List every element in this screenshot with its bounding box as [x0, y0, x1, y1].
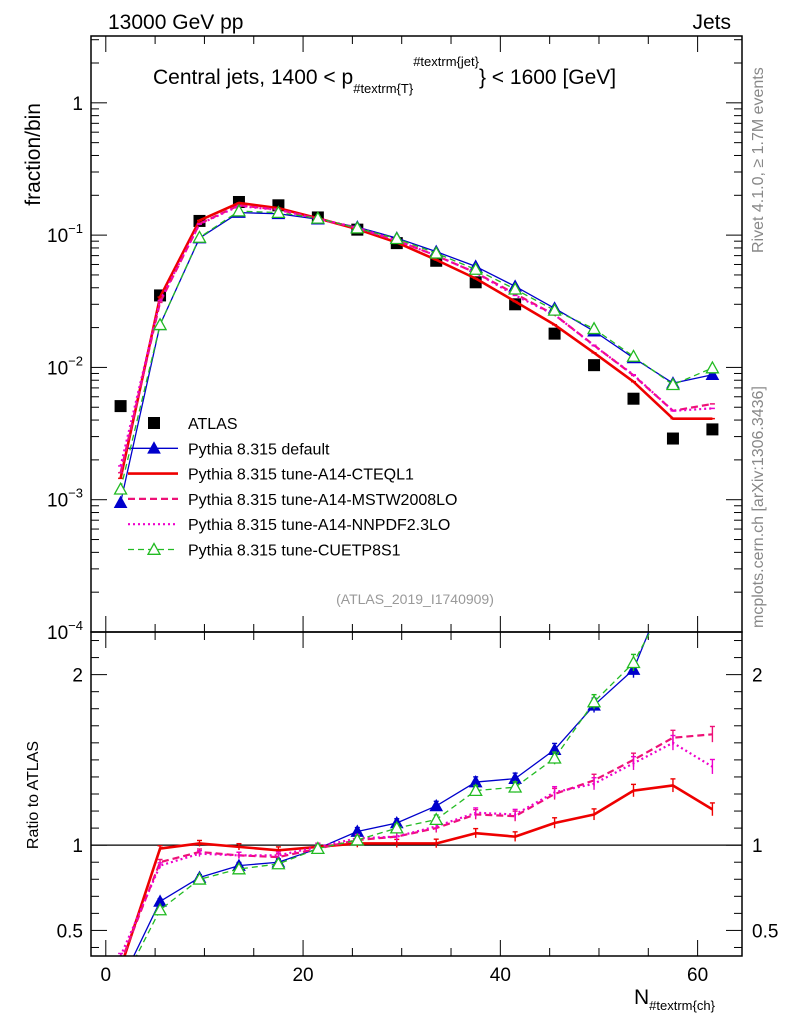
cuetp-ratio-marker — [192, 871, 207, 885]
atlas-data-point — [114, 400, 127, 413]
cuetp-marker — [468, 262, 483, 275]
side-label-top: Rivet 4.1.0, ≥ 1.7M events — [750, 67, 767, 253]
cuetp-marker — [192, 230, 207, 243]
legend-label: Pythia 8.315 tune-CUETP8S1 — [188, 543, 401, 560]
cuetp-marker — [231, 203, 247, 217]
x-tick-label: 20 — [292, 965, 313, 986]
legend-marker — [147, 441, 161, 454]
plot-title: Central jets, 1400 < p#textrm{T}#textrm{… — [153, 54, 616, 96]
cuetp-ratio-marker — [231, 861, 247, 875]
cuetp-marker — [429, 245, 444, 259]
nnpdf-ratio-curve — [119, 741, 713, 956]
cuetp-marker — [113, 481, 128, 495]
y-tick-label: 10−1 — [47, 221, 83, 247]
legend-item-nnpdf: Pythia 8.315 tune-A14-NNPDF2.3LO — [128, 517, 450, 534]
legend-swatch — [148, 417, 160, 429]
ratio-panel: Ratio to ATLAS 0.5 0.5 1 1 2 2 0 20 40 60 N#text… — [25, 36, 778, 1013]
y-tick-label: 1 — [72, 94, 83, 115]
ratio-y-tick-label: 1 — [72, 836, 83, 857]
ratio-y-tick-label-right: 1 — [752, 836, 763, 857]
legend-item-atlas: ATLAS — [148, 416, 238, 433]
ratio-y-axis: 0.5 0.5 1 1 2 2 — [57, 640, 778, 948]
ratio-curves — [118, 632, 715, 956]
x-tick-label: 0 — [101, 965, 112, 986]
ratio-y-axis-label: Ratio to ATLAS — [25, 741, 42, 849]
header-right: Jets — [692, 11, 731, 34]
mstw-ratio-curve — [122, 733, 713, 956]
cuetp-marker — [586, 321, 602, 335]
cuetp-marker — [152, 317, 168, 331]
cuetp-ratio-marker — [468, 783, 483, 797]
cuetp-ratio-marker — [310, 841, 325, 855]
cuetp-marker — [626, 349, 641, 362]
cteql1-ratio-curve — [123, 784, 714, 956]
main-series — [113, 195, 720, 508]
legend-item-mstw: Pythia 8.315 tune-A14-MSTW2008LO — [128, 492, 457, 509]
legend-item-default: Pythia 8.315 default — [128, 441, 330, 458]
default-marker — [113, 495, 128, 508]
legend-item-cuetp: Pythia 8.315 tune-CUETP8S1 — [128, 542, 401, 560]
ratio-y-tick-label: 0.5 — [57, 921, 83, 942]
analysis-tag: (ATLAS_2019_I1740909) — [336, 591, 494, 607]
ratio-y-tick-label: 2 — [72, 666, 83, 687]
main-y-axis: 1 10−1 10−2 10−3 10−4 — [47, 39, 742, 644]
legend-label: Pythia 8.315 tune-A14-MSTW2008LO — [188, 492, 457, 509]
legend-label: Pythia 8.315 tune-A14-NNPDF2.3LO — [188, 517, 450, 534]
atlas-data-point — [627, 392, 640, 405]
cuetp-ratio-marker — [586, 694, 602, 708]
default-ratio-curve — [133, 632, 650, 956]
cuetp-ratio-marker — [152, 902, 168, 916]
legend-item-cteql1: Pythia 8.315 tune-A14-CTEQL1 — [128, 467, 414, 484]
side-label-bottom: mcplots.cern.ch [arXiv:1306.3436] — [750, 386, 767, 628]
atlas-data-point — [706, 423, 719, 436]
cuetp-ratio-curve — [135, 632, 651, 956]
cuetp-ratio-marker — [271, 856, 286, 870]
cuetp-ratio-marker — [547, 750, 562, 764]
ratio-y-tick-label-right: 2 — [752, 666, 763, 687]
cuetp-marker — [705, 360, 720, 374]
y-tick-label: 10−4 — [47, 618, 83, 644]
header-left: 13000 GeV pp — [108, 11, 243, 34]
cteql1-curve — [119, 201, 713, 479]
legend-label: ATLAS — [188, 416, 238, 433]
atlas-data-point — [548, 327, 561, 340]
cuetp-ratio-marker — [429, 812, 444, 826]
y-axis-label: fraction/bin — [22, 103, 45, 206]
cuetp-marker — [310, 210, 325, 224]
legend: ATLAS Pythia 8.315 default Pythia 8.315 tu… — [128, 416, 457, 560]
ratio-y-tick-label-right: 0.5 — [752, 921, 778, 942]
default-curve — [119, 211, 713, 503]
x-axis: 0 20 40 60 — [101, 36, 708, 986]
main-panel: Central jets, 1400 < p#textrm{T}#textrm{… — [22, 35, 743, 644]
legend-marker — [146, 542, 162, 555]
cuetp-marker — [508, 281, 523, 295]
x-tick-label: 60 — [687, 965, 708, 986]
atlas-data-point — [509, 298, 522, 311]
cuetp-curve — [119, 210, 713, 490]
cuetp-ratio-marker — [626, 655, 641, 669]
legend-label: Pythia 8.315 default — [188, 441, 330, 458]
nnpdf-curve — [119, 204, 713, 467]
ratio-frame — [90, 631, 743, 957]
y-tick-label: 10−3 — [47, 486, 83, 512]
legend-label: Pythia 8.315 tune-A14-CTEQL1 — [188, 467, 414, 484]
x-axis-label: N#textrm{ch} — [634, 986, 716, 1013]
cuetp-marker — [547, 303, 562, 316]
cuetp-marker — [350, 220, 365, 234]
cuetp-ratio-marker — [508, 779, 523, 793]
default-marker — [705, 367, 720, 381]
cuetp-marker — [665, 377, 681, 391]
x-tick-label: 40 — [490, 965, 511, 986]
atlas-data-point — [588, 359, 601, 372]
ratio-series — [118, 632, 715, 956]
cuetp-marker — [389, 231, 404, 245]
atlas-data-point — [666, 432, 679, 445]
cuetp-ratio-marker — [350, 832, 365, 846]
default-ratio-marker — [429, 798, 444, 812]
y-tick-label: 10−2 — [47, 353, 83, 379]
cuetp-ratio-marker — [389, 820, 404, 834]
cuetp-marker — [271, 205, 286, 219]
